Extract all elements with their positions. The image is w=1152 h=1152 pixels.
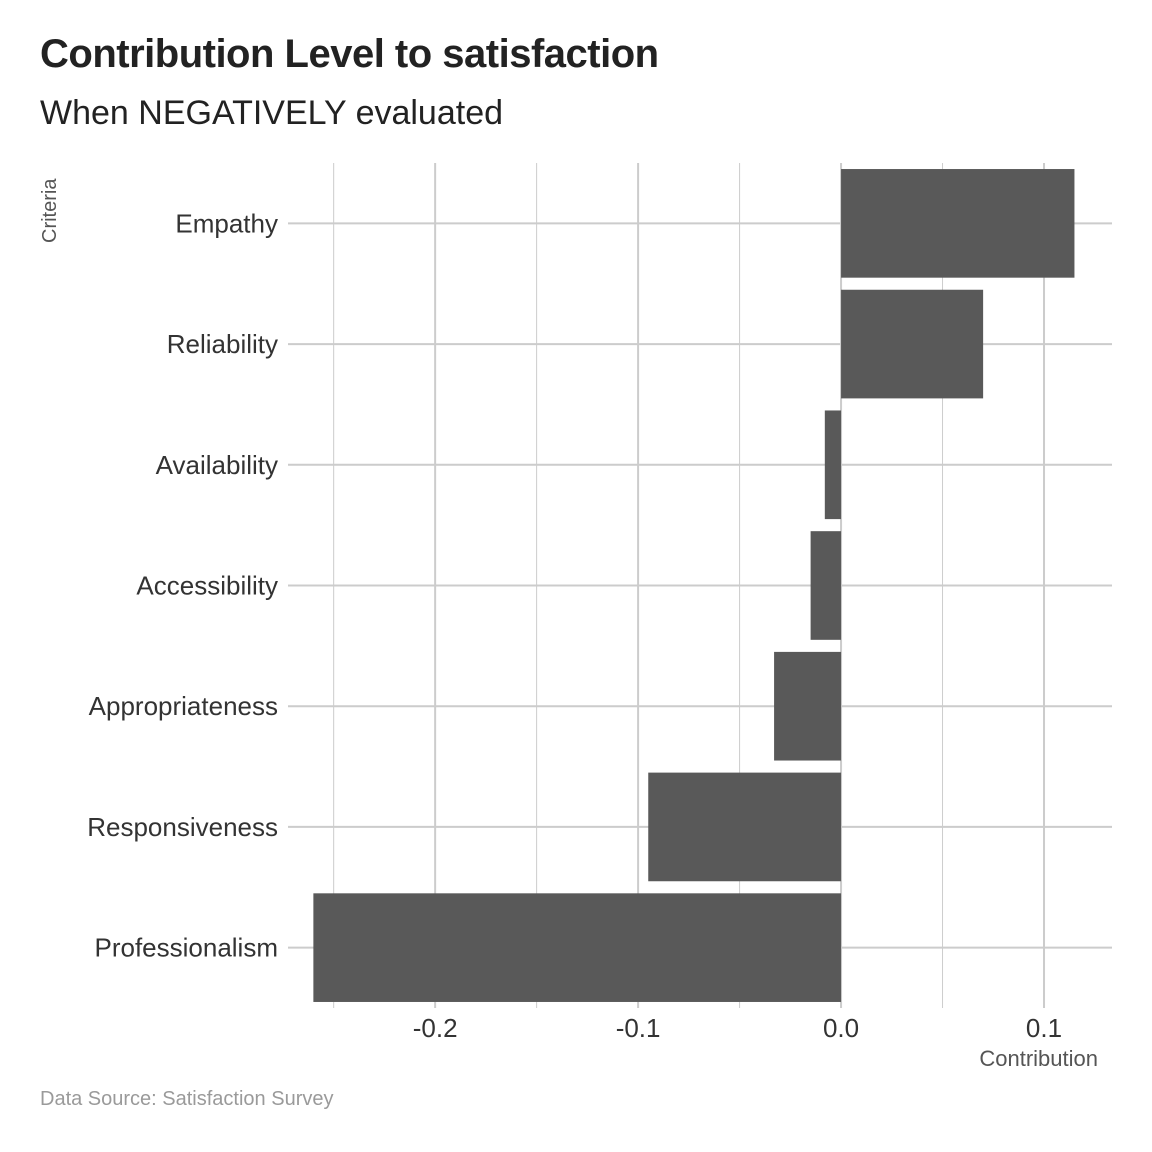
y-tick-label: Responsiveness — [87, 812, 278, 842]
y-tick-label: Availability — [156, 450, 278, 480]
bar-reliability — [841, 289, 984, 399]
data-source-caption: Data Source: Satisfaction Survey — [40, 1088, 334, 1110]
axis-labels: Empathy Reliability Availability Accessibil… — [87, 208, 1062, 1043]
bar-responsiveness — [648, 772, 842, 882]
y-tick-label: Appropriateness — [89, 691, 278, 721]
x-tick-label: 0.1 — [1026, 1013, 1062, 1043]
y-tick-label: Professionalism — [94, 933, 278, 963]
x-tick-label: -0.2 — [413, 1013, 458, 1043]
bars — [313, 169, 1075, 1002]
bar-availability — [824, 410, 842, 520]
y-tick-label: Reliability — [167, 329, 278, 359]
bar-empathy — [841, 169, 1075, 278]
y-axis-title: Criteria — [39, 178, 61, 243]
chart-title: Contribution Level to satisfaction — [40, 32, 659, 76]
x-axis-title: Contribution — [979, 1046, 1098, 1071]
x-tick-label: 0.0 — [823, 1013, 859, 1043]
y-tick-label: Accessibility — [136, 571, 278, 601]
x-tick-label: -0.1 — [616, 1013, 661, 1043]
y-tick-label: Empathy — [175, 208, 278, 238]
bar-accessibility — [810, 531, 842, 640]
bar-professionalism — [313, 893, 842, 1002]
bar-appropriateness — [774, 651, 842, 761]
chart-subtitle: When NEGATIVELY evaluated — [40, 94, 504, 132]
